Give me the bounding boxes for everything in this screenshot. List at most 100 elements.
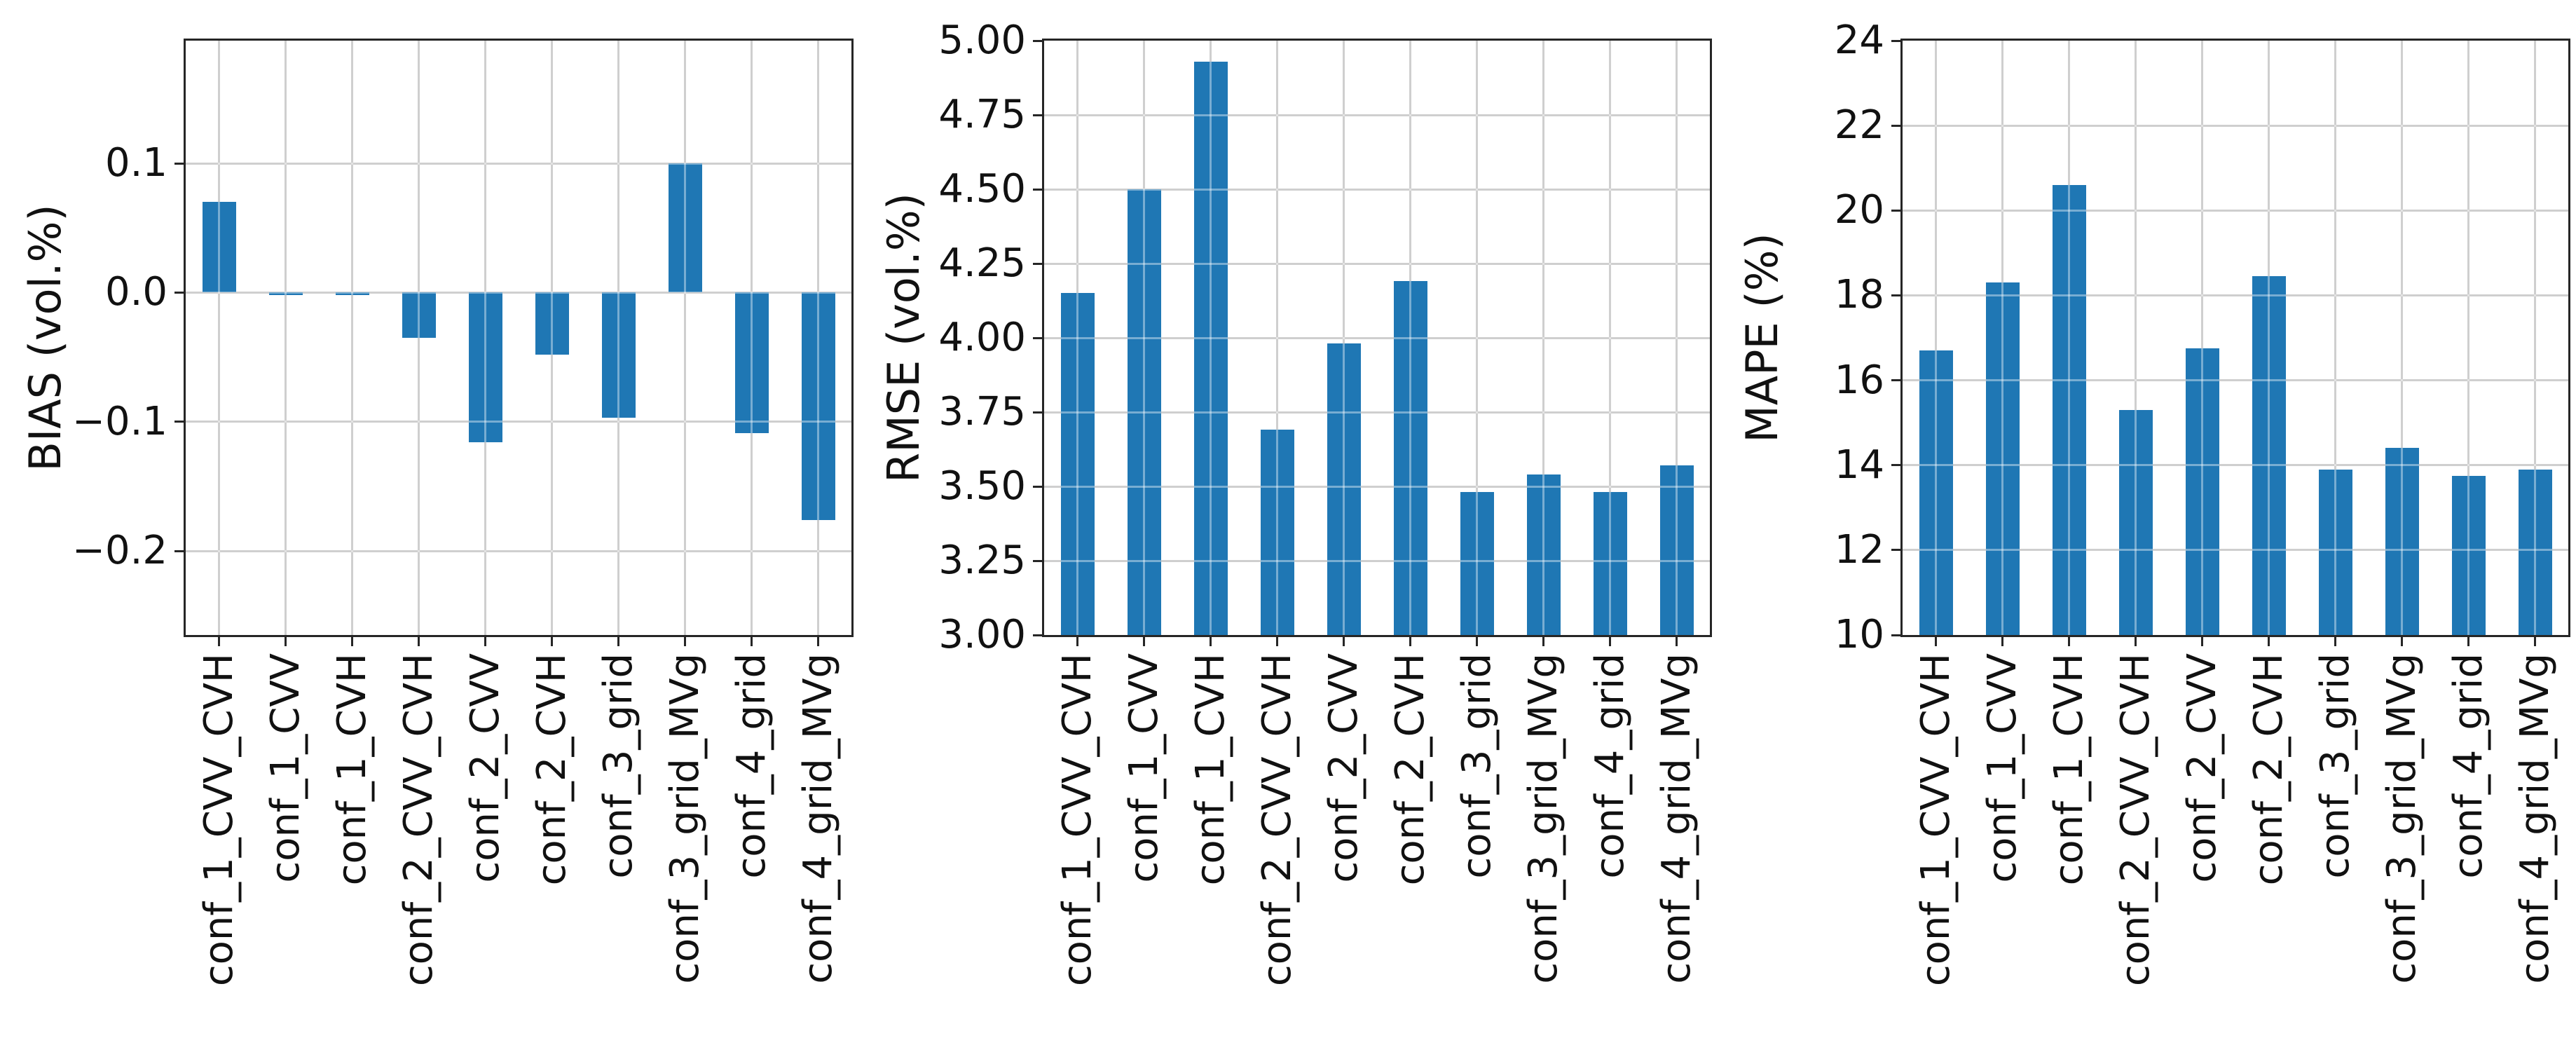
x-tick-label: conf_4_grid_MVg	[795, 653, 841, 984]
v-gridline-overlay	[218, 41, 220, 635]
h-gridline-overlay	[1903, 294, 2568, 296]
x-tick-mark	[2401, 635, 2403, 646]
h-gridline-overlay	[1044, 485, 1710, 488]
y-tick-mark	[174, 421, 186, 423]
x-tick-mark	[751, 635, 753, 646]
v-gridline	[2135, 41, 2137, 635]
x-tick-mark	[2334, 635, 2336, 646]
chart-bias: BIAS (vol.%) conf_1_CVV_CVH conf_1_CVV con…	[0, 0, 858, 1045]
x-tick-mark	[1210, 635, 1212, 646]
v-gridline	[1935, 41, 1937, 635]
x-tick-label: conf_2_CVV_CVH	[1254, 653, 1300, 987]
bar-conf_4_grid_MVg	[801, 292, 835, 520]
x-tick-mark	[617, 635, 619, 646]
v-gridline-overlay	[351, 41, 353, 635]
h-gridline	[1044, 485, 1710, 488]
y-tick-mark	[1033, 188, 1044, 191]
mape-y-axis-label: MAPE (%)	[1736, 233, 1788, 443]
x-tick-label: conf_1_CVH	[1187, 653, 1233, 886]
v-gridline-overlay	[1076, 41, 1078, 635]
bias-y-axis-label: BIAS (vol.%)	[20, 204, 71, 472]
x-tick-label: conf_3_grid	[2312, 653, 2358, 879]
h-gridline	[1903, 464, 2568, 467]
y-tick-label: 12	[1834, 526, 1884, 573]
y-tick-mark	[1033, 634, 1044, 636]
x-tick-mark	[218, 635, 220, 646]
bar-conf_1_CVV	[1985, 282, 2020, 635]
v-gridline-overlay	[418, 41, 420, 635]
x-tick-label: conf_1_CVV	[1121, 653, 1167, 883]
x-tick-label: conf_3_grid	[1453, 653, 1500, 879]
v-gridline-overlay	[2201, 41, 2203, 635]
y-tick-label: 24	[1834, 18, 1884, 63]
h-gridline-overlay	[1044, 262, 1710, 265]
v-gridline	[2467, 41, 2469, 635]
v-gridline	[218, 41, 220, 635]
v-gridline-overlay	[2135, 41, 2137, 635]
bar-conf_1_CVH	[1193, 61, 1228, 635]
x-tick-label: conf_2_CVV_CVH	[2112, 653, 2158, 987]
bar-conf_2_CVH	[535, 292, 569, 355]
h-gridline	[1044, 114, 1710, 116]
x-tick-mark	[2068, 635, 2070, 646]
x-tick-label: conf_1_CVV_CVH	[196, 653, 242, 987]
y-tick-mark	[1033, 559, 1044, 562]
h-gridline-overlay	[1044, 336, 1710, 339]
y-tick-mark	[1891, 209, 1903, 212]
y-tick-label: 5.00	[938, 18, 1026, 63]
y-tick-label: 3.25	[938, 538, 1026, 583]
y-tick-mark	[1033, 411, 1044, 414]
v-gridline-overlay	[617, 41, 619, 635]
v-gridline-overlay	[2001, 41, 2003, 635]
v-gridline-overlay	[751, 41, 753, 635]
v-gridline-overlay	[1476, 41, 1478, 635]
v-gridline	[2534, 41, 2536, 635]
x-tick-label: conf_1_CVH	[329, 653, 375, 886]
x-tick-mark	[2001, 635, 2003, 646]
x-tick-mark	[1076, 635, 1078, 646]
x-tick-label: conf_1_CVH	[2046, 653, 2092, 886]
x-tick-mark	[484, 635, 486, 646]
bar-conf_3_grid_MVg	[2385, 448, 2419, 635]
h-gridline	[186, 162, 851, 165]
v-gridline-overlay	[1276, 41, 1278, 635]
v-gridline-overlay	[1935, 41, 1937, 635]
bar-conf_4_grid	[1593, 492, 1627, 635]
rmse-y-axis-label: RMSE (vol.%)	[878, 193, 929, 483]
x-tick-mark	[1935, 635, 1937, 646]
bar-conf_1_CVV_CVH	[1919, 350, 1953, 635]
bar-conf_1_CVV	[1127, 189, 1161, 635]
v-gridline-overlay	[551, 41, 553, 635]
bar-conf_2_CVV	[1327, 343, 1361, 635]
x-tick-mark	[817, 635, 819, 646]
h-gridline-overlay	[186, 291, 851, 294]
h-gridline-overlay	[1903, 124, 2568, 127]
y-tick-mark	[1891, 379, 1903, 382]
y-tick-label: 3.00	[938, 612, 1026, 657]
x-tick-label: conf_2_CVH	[1387, 653, 1433, 886]
v-gridline	[684, 41, 686, 635]
y-tick-label: 4.25	[938, 240, 1026, 286]
h-gridline	[186, 549, 851, 552]
y-tick-mark	[1891, 124, 1903, 127]
v-gridline-overlay	[1609, 41, 1611, 635]
y-tick-label: 20	[1834, 187, 1884, 233]
x-tick-mark	[1343, 635, 1345, 646]
h-gridline	[186, 421, 851, 423]
x-tick-mark	[2467, 635, 2469, 646]
v-gridline	[2401, 41, 2403, 635]
x-tick-mark	[2268, 635, 2270, 646]
bar-conf_2_CVV	[468, 292, 502, 443]
y-tick-label: 4.75	[938, 92, 1026, 137]
v-gridline-overlay	[1210, 41, 1212, 635]
x-tick-mark	[1676, 635, 1678, 646]
h-gridline-overlay	[1903, 379, 2568, 382]
v-gridline	[285, 41, 287, 635]
v-gridline-overlay	[1409, 41, 1411, 635]
h-gridline-overlay	[1903, 549, 2568, 552]
v-gridline-overlay	[684, 41, 686, 635]
y-tick-mark	[174, 162, 186, 165]
x-tick-mark	[418, 635, 420, 646]
x-tick-mark	[1409, 635, 1411, 646]
h-gridline-overlay	[1044, 559, 1710, 562]
